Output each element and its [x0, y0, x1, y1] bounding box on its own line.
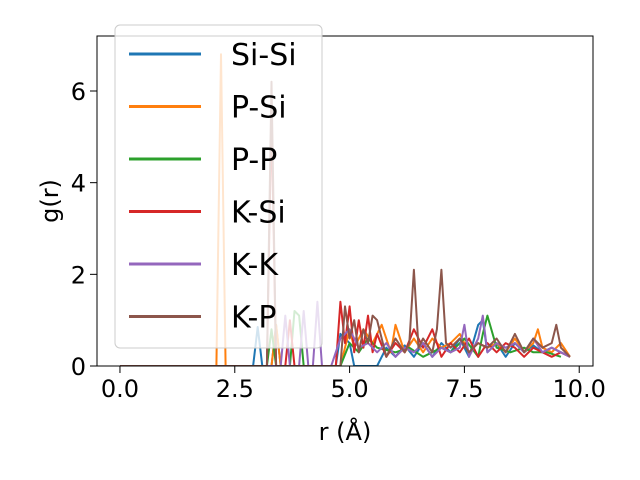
legend-label: K-Si [231, 196, 286, 231]
y-tick-label: 0 [71, 353, 86, 381]
x-axis-label: r (Å) [319, 417, 372, 446]
series-line-k-p [120, 80, 571, 366]
x-tick-label: 5.0 [331, 375, 369, 403]
legend[interactable]: Si-Si P-Si P-P K-Si K-K K-P [114, 24, 323, 349]
legend-label: Si-Si [231, 38, 297, 73]
y-tick-label: 6 [71, 78, 86, 106]
x-tick-label: 7.5 [445, 375, 483, 403]
series-line-k-si [120, 112, 571, 366]
y-tick-label: 4 [71, 170, 86, 198]
x-tick-label: 2.5 [216, 375, 254, 403]
plot-frame [96, 35, 594, 367]
legend-label: P-Si [231, 91, 287, 126]
x-tick-label: 10.0 [553, 375, 606, 403]
legend-label: K-K [231, 248, 279, 283]
legend-label: P-P [231, 143, 277, 178]
x-axis: 0.0 2.5 5.0 7.5 10.0 [101, 366, 606, 403]
x-tick-label: 0.0 [101, 375, 139, 403]
series-line-k-k [120, 300, 571, 366]
y-axis: 0 2 4 6 [71, 78, 97, 381]
legend-label: K-P [231, 301, 276, 336]
y-axis-label: g(r) [36, 179, 64, 223]
legend-box [114, 24, 323, 349]
y-tick-label: 2 [71, 261, 86, 289]
